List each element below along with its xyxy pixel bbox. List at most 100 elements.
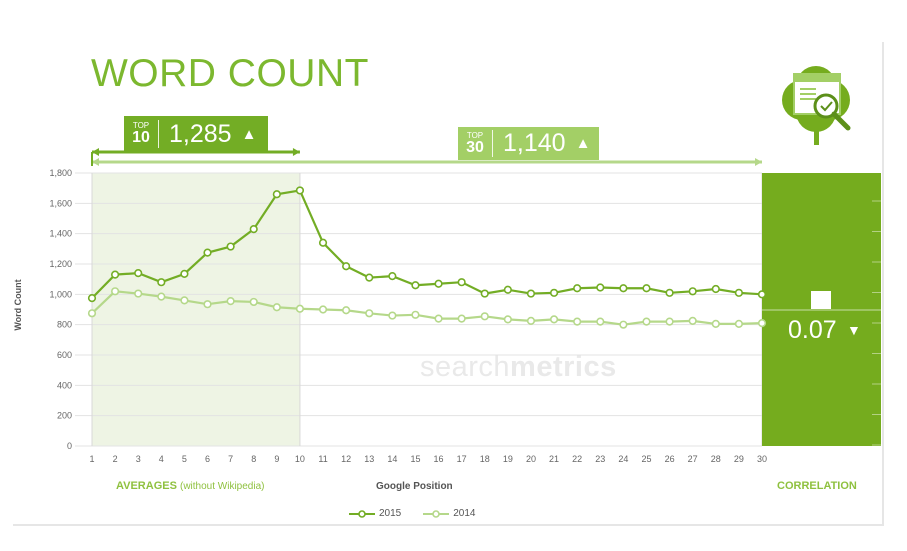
x-tick-label: 29 xyxy=(734,454,744,464)
x-tick-label: 18 xyxy=(480,454,490,464)
data-point-2014 xyxy=(480,312,489,321)
x-tick-label: 6 xyxy=(205,454,210,464)
x-axis-label: Google Position xyxy=(376,481,453,492)
averages-label: AVERAGES (without Wikipedia) xyxy=(116,480,264,492)
data-point-2014 xyxy=(87,309,97,318)
data-point-2015 xyxy=(503,285,512,294)
data-point-2014 xyxy=(226,297,235,306)
data-point-2015 xyxy=(526,289,536,298)
badge-separator xyxy=(492,130,493,157)
legend-label-2015: 2015 xyxy=(379,508,402,519)
x-tick-label: 28 xyxy=(711,454,721,464)
x-tick-label: 16 xyxy=(434,454,444,464)
data-point-2015 xyxy=(757,290,767,299)
data-point-2014 xyxy=(434,314,443,323)
x-tick-label: 17 xyxy=(457,454,467,464)
x-tick-label: 10 xyxy=(295,454,305,464)
data-point-2015 xyxy=(203,248,212,257)
y-tick-label: 1,600 xyxy=(49,198,72,208)
data-point-2014 xyxy=(342,306,351,315)
legend-item-2015[interactable]: 2015 xyxy=(349,508,401,519)
data-point-2014 xyxy=(295,304,305,313)
data-point-2015 xyxy=(388,272,397,281)
x-tick-label: 15 xyxy=(410,454,420,464)
top10-up-arrow-icon: ▲ xyxy=(241,125,257,143)
data-point-2015 xyxy=(711,284,720,294)
averages-label-sub: (without Wikipedia) xyxy=(179,481,265,492)
x-tick-label: 27 xyxy=(688,454,698,464)
data-point-2015 xyxy=(619,284,628,293)
x-tick-label: 9 xyxy=(274,454,279,464)
data-point-2014 xyxy=(203,300,212,309)
data-point-2014 xyxy=(711,319,720,329)
legend-swatch-2015 xyxy=(349,509,375,518)
x-tick-label: 12 xyxy=(341,454,351,464)
top10-region xyxy=(92,173,300,446)
data-point-2015 xyxy=(272,190,281,199)
chart-legend: 2015 2014 xyxy=(349,508,476,519)
x-tick-label: 21 xyxy=(549,454,559,464)
data-point-2014 xyxy=(642,317,651,326)
top10-tag: TOP 10 xyxy=(124,122,158,146)
data-point-2014 xyxy=(734,319,743,329)
x-tick-label: 11 xyxy=(318,454,327,464)
x-tick-label: 7 xyxy=(228,454,233,464)
x-tick-label: 23 xyxy=(595,454,605,464)
data-point-2015 xyxy=(180,269,189,278)
data-point-2014 xyxy=(596,317,605,326)
page-title: WORD COUNT xyxy=(91,52,369,95)
data-point-2015 xyxy=(642,284,651,293)
data-point-2014 xyxy=(573,317,582,326)
data-point-2015 xyxy=(457,278,466,287)
data-point-2014 xyxy=(111,287,120,296)
data-point-2014 xyxy=(134,289,143,298)
y-tick-label: 200 xyxy=(57,411,72,421)
y-tick-label: 1,200 xyxy=(49,259,72,269)
top10-average-badge: TOP 10 1,285 ▲ xyxy=(124,116,268,152)
data-point-2015 xyxy=(434,279,443,288)
data-point-2014 xyxy=(365,309,374,318)
y-tick-label: 1,000 xyxy=(49,289,72,299)
y-tick-label: 0 xyxy=(67,441,72,451)
top30-average-badge: TOP 30 1,140 ▲ xyxy=(458,127,599,160)
data-point-2015 xyxy=(318,238,328,247)
data-point-2015 xyxy=(734,288,743,297)
data-point-2014 xyxy=(388,311,397,320)
x-tick-label: 5 xyxy=(182,454,187,464)
data-point-2014 xyxy=(180,296,189,305)
data-point-2015 xyxy=(295,186,305,195)
averages-label-main: AVERAGES xyxy=(116,480,177,492)
top10-tag-big: 10 xyxy=(132,129,150,146)
data-point-2015 xyxy=(596,283,605,292)
top10-average-value: 1,285 xyxy=(169,119,232,148)
x-tick-label: 19 xyxy=(503,454,513,464)
correlation-value: 0.07 xyxy=(788,316,837,344)
top30-tag-big: 30 xyxy=(466,138,484,156)
data-point-2015 xyxy=(134,269,143,278)
y-tick-label: 600 xyxy=(57,350,72,360)
data-point-2015 xyxy=(87,294,97,303)
x-tick-label: 3 xyxy=(136,454,141,464)
x-tick-label: 4 xyxy=(159,454,164,464)
top10-bracket-right-arrow-icon xyxy=(292,148,300,156)
legend-item-2014[interactable]: 2014 xyxy=(423,508,476,519)
data-point-2015 xyxy=(157,278,166,287)
top10-tag-small: TOP xyxy=(132,121,150,130)
x-tick-label: 2 xyxy=(113,454,118,464)
x-tick-label: 8 xyxy=(251,454,256,464)
data-point-2015 xyxy=(665,288,674,297)
data-point-2015 xyxy=(688,287,697,296)
data-point-2014 xyxy=(526,316,536,325)
data-point-2014 xyxy=(249,297,258,307)
top30-bracket-right-arrow-icon xyxy=(755,158,762,166)
top30-tag: TOP 30 xyxy=(458,131,492,156)
data-point-2014 xyxy=(411,310,420,319)
x-tick-label: 26 xyxy=(665,454,675,464)
badge-separator xyxy=(158,119,159,149)
data-point-2015 xyxy=(480,289,489,298)
data-point-2014 xyxy=(318,305,328,314)
correlation-bar xyxy=(811,291,831,309)
clover-report-magnifier-icon xyxy=(782,66,851,145)
x-tick-label: 30 xyxy=(757,454,767,464)
data-point-2015 xyxy=(549,288,559,297)
